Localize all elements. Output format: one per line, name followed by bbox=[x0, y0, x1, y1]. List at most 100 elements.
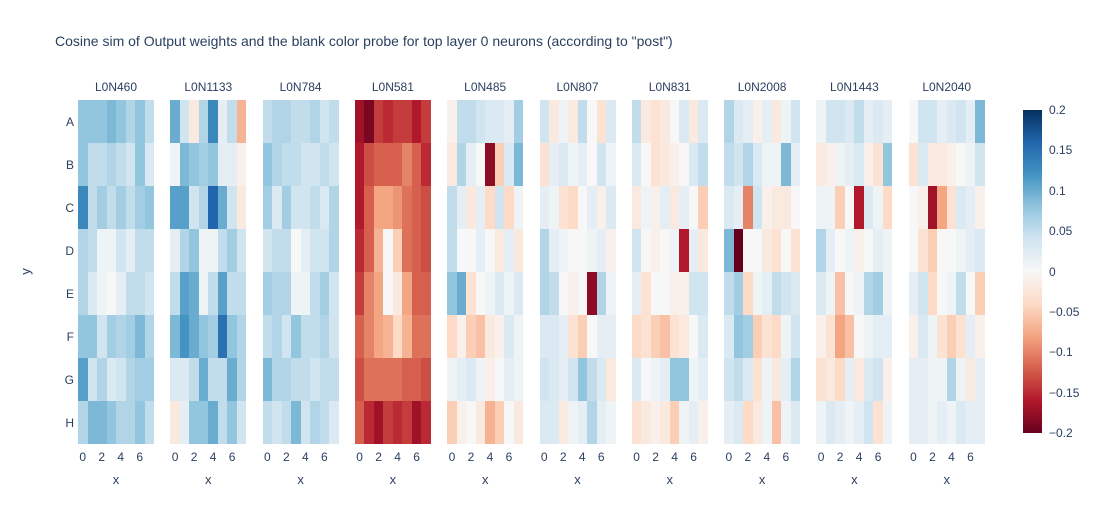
heatmap-cell[interactable] bbox=[679, 401, 689, 444]
heatmap-cell[interactable] bbox=[291, 100, 301, 143]
heatmap-cell[interactable] bbox=[816, 143, 826, 186]
heatmap-cell[interactable] bbox=[170, 358, 180, 401]
heatmap-cell[interactable] bbox=[329, 229, 339, 272]
heatmap-cell[interactable] bbox=[494, 272, 505, 315]
heatmap-cell[interactable] bbox=[781, 272, 791, 315]
heatmap-grid-L0N485[interactable] bbox=[447, 100, 524, 444]
heatmap-cell[interactable] bbox=[937, 401, 947, 444]
heatmap-cell[interactable] bbox=[558, 401, 568, 444]
heatmap-cell[interactable] bbox=[679, 315, 689, 358]
heatmap-cell[interactable] bbox=[927, 186, 938, 229]
heatmap-cell[interactable] bbox=[78, 100, 88, 143]
heatmap-cell[interactable] bbox=[354, 100, 365, 143]
heatmap-cell[interactable] bbox=[669, 315, 680, 358]
heatmap-cell[interactable] bbox=[364, 315, 374, 358]
heatmap-cell[interactable] bbox=[179, 358, 190, 401]
heatmap-cell[interactable] bbox=[577, 229, 587, 272]
heatmap-cell[interactable] bbox=[179, 229, 190, 272]
heatmap-cell[interactable] bbox=[170, 401, 180, 444]
heatmap-cell[interactable] bbox=[504, 100, 514, 143]
heatmap-cell[interactable] bbox=[606, 401, 616, 444]
heatmap-cell[interactable] bbox=[596, 100, 606, 143]
heatmap-cell[interactable] bbox=[558, 186, 568, 229]
heatmap-cell[interactable] bbox=[650, 401, 661, 444]
heatmap-cell[interactable] bbox=[606, 272, 616, 315]
heatmap-cell[interactable] bbox=[364, 100, 374, 143]
heatmap-cell[interactable] bbox=[329, 100, 339, 143]
heatmap-cell[interactable] bbox=[816, 401, 826, 444]
heatmap-cell[interactable] bbox=[816, 186, 826, 229]
heatmap-cell[interactable] bbox=[688, 315, 699, 358]
heatmap-cell[interactable] bbox=[135, 229, 145, 272]
heatmap-cell[interactable] bbox=[908, 186, 919, 229]
heatmap-cell[interactable] bbox=[300, 315, 311, 358]
heatmap-cell[interactable] bbox=[116, 358, 126, 401]
heatmap-cell[interactable] bbox=[106, 315, 116, 358]
heatmap-cell[interactable] bbox=[558, 358, 568, 401]
heatmap-cell[interactable] bbox=[310, 272, 320, 315]
heatmap-cell[interactable] bbox=[402, 315, 412, 358]
heatmap-cell[interactable] bbox=[513, 315, 524, 358]
heatmap-cell[interactable] bbox=[144, 100, 154, 143]
heatmap-cell[interactable] bbox=[641, 358, 651, 401]
heatmap-cell[interactable] bbox=[752, 401, 763, 444]
heatmap-cell[interactable] bbox=[106, 186, 116, 229]
heatmap-cell[interactable] bbox=[669, 358, 680, 401]
heatmap-cell[interactable] bbox=[383, 272, 393, 315]
heatmap-cell[interactable] bbox=[421, 401, 431, 444]
heatmap-cell[interactable] bbox=[733, 272, 744, 315]
heatmap-cell[interactable] bbox=[513, 100, 524, 143]
heatmap-cell[interactable] bbox=[319, 143, 330, 186]
heatmap-cell[interactable] bbox=[272, 315, 282, 358]
heatmap-cell[interactable] bbox=[577, 272, 587, 315]
heatmap-cell[interactable] bbox=[466, 229, 476, 272]
heatmap-cell[interactable] bbox=[411, 100, 422, 143]
heatmap-cell[interactable] bbox=[310, 143, 320, 186]
heatmap-cell[interactable] bbox=[641, 401, 651, 444]
heatmap-cell[interactable] bbox=[752, 143, 763, 186]
heatmap-cell[interactable] bbox=[236, 401, 247, 444]
heatmap-cell[interactable] bbox=[364, 272, 374, 315]
heatmap-cell[interactable] bbox=[743, 229, 753, 272]
heatmap-cell[interactable] bbox=[383, 100, 393, 143]
heatmap-cell[interactable] bbox=[698, 315, 708, 358]
heatmap-cell[interactable] bbox=[402, 143, 412, 186]
heatmap-cell[interactable] bbox=[549, 401, 559, 444]
heatmap-cell[interactable] bbox=[383, 143, 393, 186]
heatmap-cell[interactable] bbox=[733, 100, 744, 143]
heatmap-cell[interactable] bbox=[504, 358, 514, 401]
heatmap-cell[interactable] bbox=[873, 229, 883, 272]
heatmap-cell[interactable] bbox=[78, 143, 88, 186]
heatmap-cell[interactable] bbox=[698, 143, 708, 186]
heatmap-cell[interactable] bbox=[319, 186, 330, 229]
heatmap-cell[interactable] bbox=[373, 186, 384, 229]
heatmap-cell[interactable] bbox=[698, 358, 708, 401]
heatmap-cell[interactable] bbox=[236, 315, 247, 358]
heatmap-cell[interactable] bbox=[227, 229, 237, 272]
heatmap-cell[interactable] bbox=[908, 100, 919, 143]
heatmap-cell[interactable] bbox=[825, 358, 836, 401]
heatmap-cell[interactable] bbox=[669, 229, 680, 272]
heatmap-cell[interactable] bbox=[698, 186, 708, 229]
heatmap-cell[interactable] bbox=[392, 401, 403, 444]
heatmap-cell[interactable] bbox=[87, 229, 97, 272]
heatmap-cell[interactable] bbox=[918, 229, 928, 272]
heatmap-cell[interactable] bbox=[946, 143, 957, 186]
heatmap-cell[interactable] bbox=[679, 186, 689, 229]
heatmap-cell[interactable] bbox=[835, 358, 845, 401]
heatmap-cell[interactable] bbox=[956, 272, 966, 315]
heatmap-cell[interactable] bbox=[596, 401, 606, 444]
heatmap-cell[interactable] bbox=[392, 143, 403, 186]
heatmap-cell[interactable] bbox=[354, 229, 365, 272]
heatmap-cell[interactable] bbox=[97, 229, 107, 272]
heatmap-cell[interactable] bbox=[421, 358, 431, 401]
heatmap-cell[interactable] bbox=[329, 315, 339, 358]
heatmap-cell[interactable] bbox=[825, 272, 836, 315]
heatmap-cell[interactable] bbox=[217, 143, 228, 186]
heatmap-cell[interactable] bbox=[771, 186, 782, 229]
heatmap-cell[interactable] bbox=[262, 358, 273, 401]
heatmap-cell[interactable] bbox=[873, 143, 883, 186]
heatmap-cell[interactable] bbox=[373, 401, 384, 444]
heatmap-cell[interactable] bbox=[179, 401, 190, 444]
heatmap-cell[interactable] bbox=[937, 272, 947, 315]
